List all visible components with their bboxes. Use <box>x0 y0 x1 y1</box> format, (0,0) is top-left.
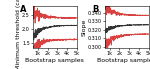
X-axis label: Bootstrap samples: Bootstrap samples <box>97 58 150 63</box>
Y-axis label: Slope: Slope <box>81 19 86 36</box>
Text: B: B <box>92 5 98 14</box>
Y-axis label: Minimum threshold (cases): Minimum threshold (cases) <box>16 0 21 69</box>
X-axis label: Bootstrap samples: Bootstrap samples <box>25 58 84 63</box>
Text: A: A <box>20 5 26 14</box>
